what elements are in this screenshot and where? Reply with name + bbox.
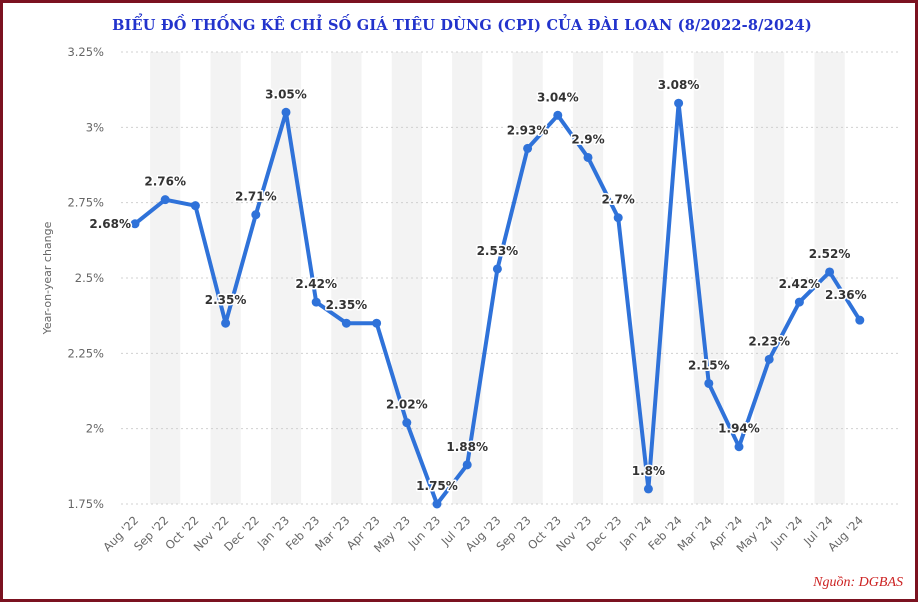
data-point [341, 318, 351, 328]
data-label: 2.42% [295, 277, 337, 291]
data-label: 1.8% [632, 464, 665, 478]
background-band [633, 52, 664, 504]
data-point [251, 210, 261, 220]
data-label: 3.05% [265, 87, 307, 101]
y-tick-label: 3.25% [67, 45, 104, 59]
data-point [281, 107, 291, 117]
data-point [674, 98, 684, 108]
y-tick-label: 1.75% [67, 497, 104, 511]
data-label: 3.04% [537, 90, 579, 104]
data-label: 2.93% [507, 123, 549, 137]
data-points [130, 98, 865, 509]
data-label: 2.68% [89, 217, 131, 231]
background-band [150, 52, 181, 504]
data-labels: 2.68% 2.76% 2.35% 2.71% 3.05% 2.42% 2.35% 2.02%… [88, 77, 868, 495]
data-label: 2.53% [477, 244, 519, 258]
data-point [583, 152, 593, 162]
x-tick-label: Jun '23 [405, 513, 443, 551]
data-point [643, 484, 653, 494]
background-band [814, 52, 845, 504]
data-point [160, 195, 170, 205]
data-label: 2.9% [571, 132, 604, 146]
data-point [553, 110, 563, 120]
data-label: 2.35% [326, 298, 368, 312]
data-label: 2.7% [602, 193, 635, 207]
data-label: 1.94% [718, 422, 760, 436]
data-label: 3.08% [658, 78, 700, 92]
chart-title: BIỂU ĐỒ THỐNG KÊ CHỈ SỐ GIÁ TIÊU DÙNG (C… [112, 17, 812, 34]
data-point [462, 460, 472, 470]
data-point [764, 354, 774, 364]
source-note: Nguồn: DGBAS [813, 575, 903, 590]
y-tick-label: 2.25% [67, 346, 104, 360]
data-point [704, 378, 714, 388]
y-tick-label: 2.75% [67, 196, 104, 210]
x-tick-label: Jun '24 [767, 513, 805, 551]
gridlines [121, 51, 901, 505]
y-tick-label: 3% [86, 120, 104, 134]
data-point [523, 143, 533, 153]
data-point [432, 499, 442, 509]
data-label: 2.35% [205, 293, 247, 307]
y-axis-title: Year-on-year change [41, 221, 54, 335]
data-label: 2.52% [809, 247, 851, 261]
data-label: 2.42% [779, 277, 821, 291]
data-label: 1.75% [416, 479, 458, 493]
data-label: 1.88% [446, 440, 488, 454]
y-axis-tick-labels: 1.75% 2% 2.25% 2.5% 2.75% 3% 3.25% [67, 45, 104, 511]
data-label: 2.02% [386, 398, 428, 412]
data-label: 2.23% [748, 334, 790, 348]
data-point [190, 201, 200, 211]
data-label: 2.76% [144, 175, 186, 189]
y-tick-label: 2.5% [75, 271, 104, 285]
data-point [221, 318, 231, 328]
data-label: 2.71% [235, 190, 277, 204]
data-point [130, 219, 140, 229]
data-point [855, 315, 865, 325]
data-label: 2.36% [825, 288, 867, 302]
data-point [734, 442, 744, 452]
data-point [372, 318, 382, 328]
data-point [311, 297, 321, 307]
data-point [402, 418, 412, 428]
data-point [613, 213, 623, 223]
data-point [492, 264, 502, 274]
background-band [754, 52, 785, 504]
data-point [794, 297, 804, 307]
line-chart: 1.75% 2% 2.25% 2.5% 2.75% 3% 3.25% Year-on-yea… [41, 45, 901, 555]
data-label: 2.15% [688, 358, 730, 372]
data-point [825, 267, 835, 277]
y-tick-label: 2% [86, 422, 104, 436]
